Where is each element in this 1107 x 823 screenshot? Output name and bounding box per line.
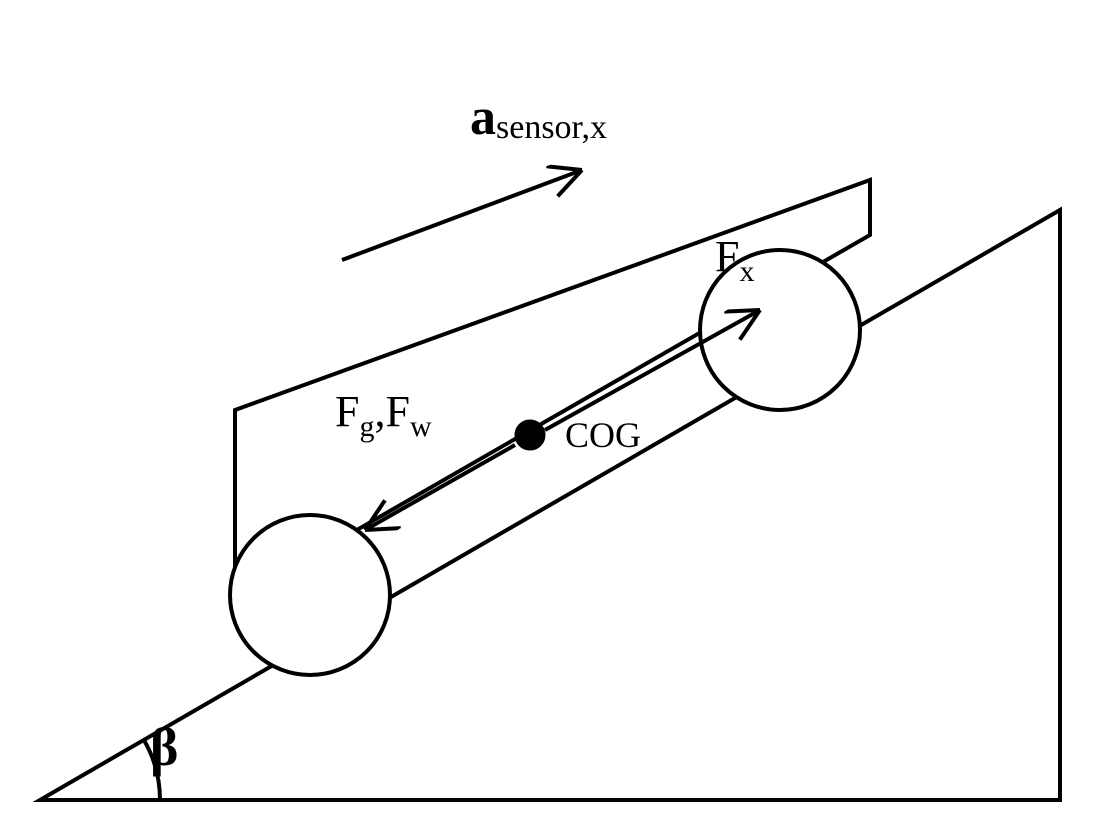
wheel-rear (230, 515, 390, 675)
label-fx: Fx (715, 231, 754, 289)
label-cog: COG (565, 414, 641, 456)
label-fg-fw: Fg,Fw (335, 386, 432, 444)
cog-dot (515, 420, 545, 450)
label-beta: β (150, 716, 178, 778)
arrow-a-sensor (342, 170, 582, 260)
label-a-sensor: asensor,x (470, 88, 607, 147)
